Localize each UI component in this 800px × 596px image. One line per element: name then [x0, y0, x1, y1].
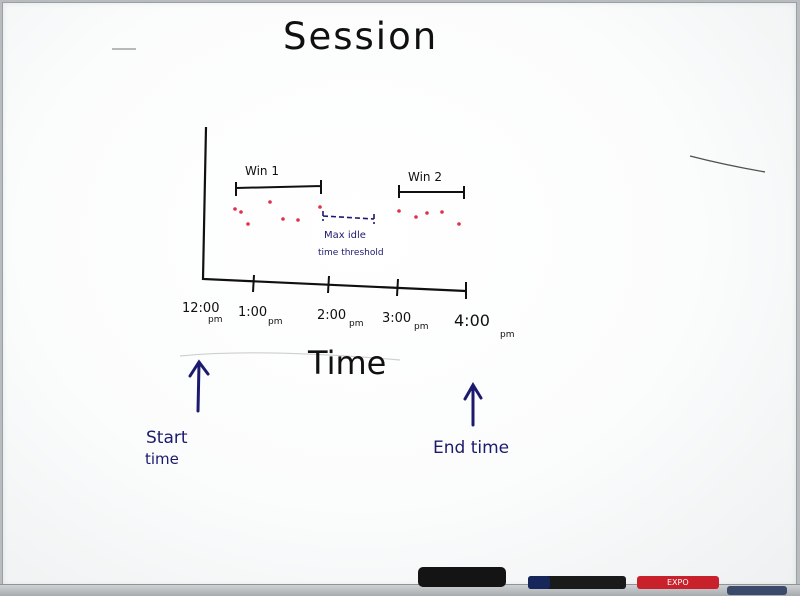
event-dot	[239, 210, 243, 214]
window-2-bracket: Win 2	[398, 170, 465, 199]
end-time-arrow	[463, 382, 483, 427]
max-idle-gap: Max idle time threshold	[318, 211, 384, 258]
tick-suffix: pm	[500, 330, 514, 340]
tick-label: 1:00	[238, 305, 267, 320]
tick-suffix: pm	[414, 322, 428, 332]
tick-label: 3:00	[382, 311, 411, 326]
max-idle-label-line1: Max idle	[324, 230, 366, 241]
time-axis	[201, 126, 467, 293]
window-1-bracket: Win 1	[235, 164, 322, 196]
event-dot	[318, 205, 322, 209]
event-dot	[296, 218, 300, 222]
tick-mark	[396, 278, 399, 297]
window-1-label: Win 1	[245, 164, 279, 178]
axis-label-time: Time	[307, 344, 386, 382]
tick-suffix: pm	[268, 317, 282, 327]
event-dot	[397, 209, 401, 213]
start-time-label-line2: time	[145, 450, 179, 468]
event-dot	[281, 217, 285, 221]
event-dots	[233, 200, 461, 226]
diagram-title: Session	[283, 15, 438, 58]
tick-labels: 12:00 pm 1:00 pm 2:00 pm 3:00 pm 4:00 pm	[182, 301, 514, 340]
event-dot	[425, 211, 429, 215]
marker-brand-label: EXPO	[667, 578, 689, 587]
blue-marker[interactable]	[727, 586, 787, 595]
tick-suffix: pm	[349, 319, 363, 329]
whiteboard-surface	[2, 2, 797, 586]
tick-suffix: pm	[208, 315, 222, 325]
event-dot	[233, 207, 237, 211]
max-idle-label-line2: time threshold	[318, 248, 384, 258]
marker-cap	[528, 576, 550, 589]
start-time-arrow	[188, 359, 210, 413]
tick-mark	[327, 275, 330, 294]
event-dot	[440, 210, 444, 214]
smudge	[179, 352, 401, 361]
tick-label: 2:00	[317, 308, 346, 323]
event-dot	[246, 222, 250, 226]
start-time-label-line1: Start	[146, 428, 188, 448]
tick-mark	[252, 274, 255, 293]
event-dot	[268, 200, 272, 204]
event-dot	[457, 222, 461, 226]
red-marker[interactable]: EXPO	[637, 576, 719, 589]
eraser[interactable]	[418, 567, 506, 587]
smudge	[689, 155, 766, 173]
tick-label: 4:00	[454, 311, 490, 330]
window-2-label: Win 2	[408, 170, 442, 184]
tick-label: 12:00	[182, 301, 219, 316]
event-dot	[414, 215, 418, 219]
black-marker[interactable]	[528, 576, 626, 589]
end-time-label: End time	[433, 438, 509, 458]
tick-marks	[252, 274, 467, 299]
